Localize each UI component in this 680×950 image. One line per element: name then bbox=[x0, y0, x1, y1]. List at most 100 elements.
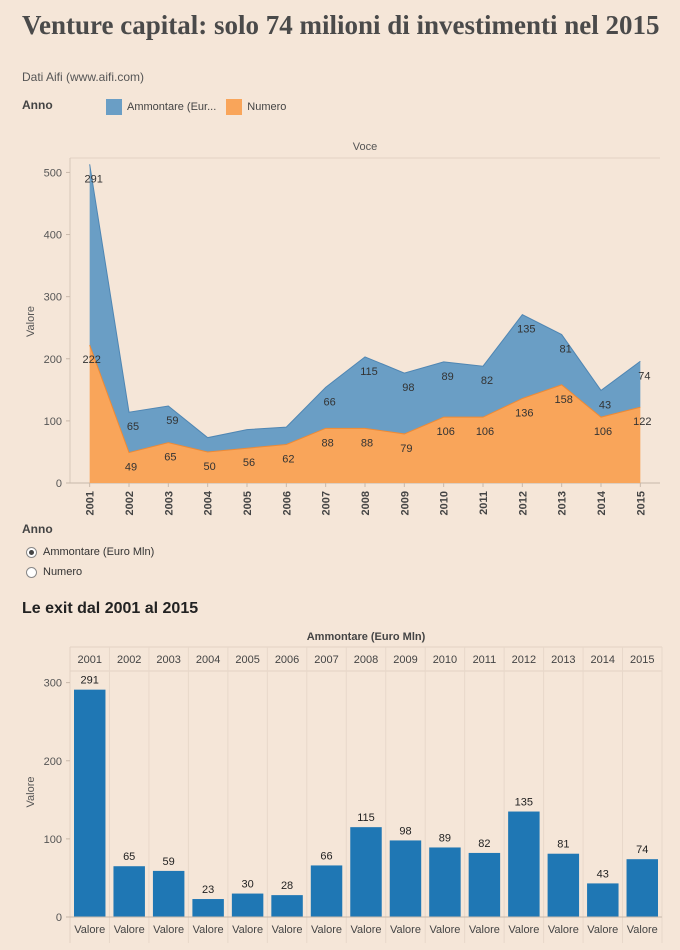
color-legend: Ammontare (Eur... Numero bbox=[106, 99, 286, 115]
bar-chart[interactable]: Ammontare (Euro Mln) 0 100 200 300 Valore 2001… bbox=[0, 625, 680, 945]
bar-year-header: 2002 bbox=[117, 654, 141, 666]
bar-2008 bbox=[350, 827, 382, 917]
bar-2005 bbox=[231, 893, 264, 917]
legend-title: Anno bbox=[22, 98, 53, 112]
bar-x-label: Valore bbox=[232, 924, 263, 936]
bar-value-label: 98 bbox=[399, 825, 411, 837]
area-label-ammontare: 98 bbox=[402, 382, 414, 394]
source-note: Dati Aifi (www.aifi.com) bbox=[22, 70, 145, 84]
area-label-ammontare: 66 bbox=[324, 396, 336, 408]
area-x-tick-label: 2004 bbox=[203, 490, 215, 515]
bar-year-header: 2012 bbox=[512, 654, 536, 666]
area-label-ammontare: 59 bbox=[166, 415, 178, 427]
bar-2014 bbox=[587, 883, 619, 917]
bar-2011 bbox=[468, 852, 501, 917]
area-x-tick-label: 2008 bbox=[360, 491, 372, 515]
bar-value-label: 23 bbox=[202, 884, 214, 896]
radio-ammontare[interactable]: Ammontare (Euro Mln) bbox=[26, 546, 154, 558]
bar-x-label: Valore bbox=[311, 924, 342, 936]
area-series-numero bbox=[89, 345, 641, 483]
radio-numero-indicator[interactable] bbox=[26, 566, 37, 578]
bar-year-header: 2001 bbox=[77, 654, 101, 666]
bar-y-tick-label: 0 bbox=[56, 912, 62, 924]
radio-numero[interactable]: Numero bbox=[26, 566, 82, 578]
area-label-numero: 65 bbox=[164, 452, 176, 464]
bar-x-label: Valore bbox=[469, 924, 500, 936]
bar-x-label: Valore bbox=[390, 924, 421, 936]
filter-title: Anno bbox=[22, 522, 53, 536]
area-y-tick-label: 400 bbox=[44, 230, 62, 242]
radio-ammontare-label: Ammontare (Euro Mln) bbox=[43, 546, 155, 558]
area-label-ammontare: 65 bbox=[127, 421, 139, 433]
bar-2002 bbox=[113, 866, 145, 917]
bar-y-tick-label: 200 bbox=[44, 756, 62, 768]
bar-value-label: 59 bbox=[163, 856, 175, 868]
area-label-ammontare: 89 bbox=[442, 371, 454, 383]
area-label-numero: 50 bbox=[204, 461, 216, 473]
area-line-numero bbox=[89, 344, 641, 454]
bar-y-axis-label: Valore bbox=[25, 777, 37, 808]
area-y-tick-label: 200 bbox=[44, 354, 62, 366]
legend-label-numero: Numero bbox=[247, 101, 287, 113]
area-label-ammontare: 115 bbox=[360, 366, 378, 378]
bar-year-header: 2009 bbox=[393, 654, 417, 666]
area-label-numero: 88 bbox=[361, 437, 373, 449]
area-chart-header: Voce bbox=[353, 141, 377, 153]
bar-x-label: Valore bbox=[429, 924, 460, 936]
area-label-numero: 136 bbox=[515, 408, 533, 420]
bar-2003 bbox=[152, 870, 185, 917]
bar-2006 bbox=[271, 895, 303, 917]
area-label-numero: 79 bbox=[400, 443, 412, 455]
bar-value-label: 81 bbox=[557, 839, 569, 851]
bar-year-header: 2003 bbox=[156, 654, 180, 666]
legend-item-numero[interactable]: Numero bbox=[226, 99, 286, 115]
bar-2015 bbox=[626, 859, 658, 917]
area-x-tick-label: 2005 bbox=[242, 491, 254, 515]
bar-year-header: 2011 bbox=[473, 654, 497, 666]
bar-2007 bbox=[310, 865, 343, 917]
bar-value-label: 30 bbox=[241, 879, 253, 891]
bar-value-label: 74 bbox=[636, 844, 648, 856]
bar-value-label: 43 bbox=[597, 868, 609, 880]
bar-chart-header: Ammontare (Euro Mln) bbox=[307, 631, 426, 643]
bar-2001 bbox=[74, 689, 106, 917]
area-line-ammontare bbox=[89, 164, 641, 439]
bar-2010 bbox=[429, 847, 461, 917]
bar-value-label: 89 bbox=[439, 832, 451, 844]
area-x-tick-label: 2013 bbox=[557, 491, 569, 515]
area-label-ammontare: 81 bbox=[560, 344, 572, 356]
bar-value-label: 291 bbox=[81, 675, 99, 687]
bar-year-header: 2007 bbox=[314, 654, 338, 666]
area-label-numero: 122 bbox=[633, 416, 651, 428]
bar-value-label: 66 bbox=[320, 850, 332, 862]
radio-numero-label: Numero bbox=[43, 566, 83, 578]
bar-x-label: Valore bbox=[548, 924, 579, 936]
bar-x-label: Valore bbox=[114, 924, 145, 936]
area-label-ammontare: 291 bbox=[84, 173, 102, 185]
area-x-tick-label: 2001 bbox=[85, 491, 97, 515]
bar-value-label: 135 bbox=[515, 797, 533, 809]
bar-x-label: Valore bbox=[627, 924, 658, 936]
bar-year-header: 2008 bbox=[354, 654, 378, 666]
legend-swatch-numero bbox=[226, 99, 243, 115]
legend-label-ammontare: Ammontare (Eur... bbox=[127, 101, 217, 113]
legend-item-ammontare[interactable]: Ammontare (Eur... bbox=[106, 99, 216, 115]
bar-x-label: Valore bbox=[351, 924, 382, 936]
bar-x-label: Valore bbox=[74, 924, 105, 936]
bar-year-header: 2010 bbox=[433, 654, 457, 666]
area-label-numero: 222 bbox=[82, 354, 100, 366]
area-y-tick-label: 300 bbox=[44, 292, 62, 304]
page-title: Venture capital: solo 74 milioni di inve… bbox=[22, 10, 660, 40]
area-label-numero: 106 bbox=[594, 426, 612, 438]
area-x-tick-label: 2003 bbox=[163, 491, 175, 515]
bar-x-label: Valore bbox=[508, 924, 539, 936]
legend-swatch-ammontare bbox=[106, 99, 122, 115]
area-chart[interactable]: Voce 0 100 200 300 400 500 Valore 222 49 65 50 56 62 8… bbox=[0, 130, 680, 520]
bar-2012 bbox=[508, 811, 540, 917]
radio-ammontare-indicator[interactable] bbox=[26, 546, 37, 558]
area-label-numero: 62 bbox=[282, 453, 294, 465]
bar-year-header: 2004 bbox=[196, 654, 220, 666]
area-label-numero: 106 bbox=[436, 426, 454, 438]
section-title-exit: Le exit dal 2001 al 2015 bbox=[22, 600, 199, 617]
bar-y-tick-label: 300 bbox=[44, 678, 62, 690]
